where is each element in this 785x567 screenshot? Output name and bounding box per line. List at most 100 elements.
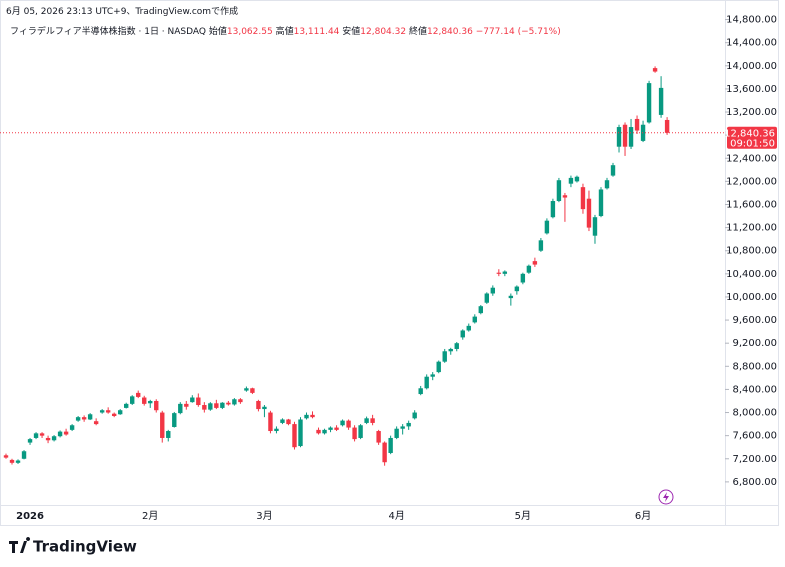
y-tick-label: 13,600.00 (726, 84, 777, 95)
candle-body (658, 87, 664, 115)
candle-body (3, 455, 9, 458)
candle-body (340, 420, 345, 426)
candle-body (430, 374, 435, 377)
candle-body (202, 405, 207, 410)
candle-body (9, 459, 15, 463)
y-tick-label: 6,800.00 (732, 477, 777, 488)
candle-body (598, 189, 604, 217)
candle-body (382, 442, 387, 463)
candle-body (586, 198, 592, 228)
candle-body (196, 397, 201, 406)
candle-body (136, 392, 141, 397)
countdown: 09:01:50 (730, 138, 775, 149)
candle-body (472, 316, 477, 323)
candle-body (268, 412, 273, 432)
candle-body (184, 403, 189, 407)
candle-body (376, 431, 381, 443)
candle-body (352, 427, 357, 440)
candle-body (57, 431, 63, 437)
candle-body (490, 287, 496, 294)
candle-body (502, 271, 508, 274)
brand-logo (9, 537, 31, 553)
ohlc-label: 安値 (342, 27, 361, 37)
candle-body (532, 261, 538, 265)
candle-body (304, 414, 309, 419)
candle-body (388, 437, 393, 453)
candle-body (370, 418, 375, 423)
candle-body (646, 83, 652, 123)
y-tick-label: 8,400.00 (732, 384, 777, 395)
candle-body (238, 399, 243, 403)
candle-body (226, 402, 231, 405)
y-tick-label: 10,800.00 (726, 246, 777, 257)
x-tick-label: 4月 (388, 510, 404, 522)
candle-body (220, 402, 225, 408)
candle-body (274, 428, 279, 432)
candle-body (292, 424, 297, 448)
price-tag (727, 126, 777, 149)
brand: TradingView (33, 538, 137, 556)
candle-body (550, 201, 556, 218)
candle-body (358, 425, 363, 438)
y-tick-label: 12,000.00 (726, 176, 777, 187)
y-tick-label: 9,600.00 (732, 315, 777, 326)
candle-body (39, 433, 45, 436)
candle-body (250, 388, 255, 393)
ohlc-value: 12,804.32 (360, 27, 407, 37)
frame (0, 0, 779, 526)
y-tick-label: 9,200.00 (732, 338, 777, 349)
candle-body (592, 217, 598, 236)
y-tick-label: 10,400.00 (726, 269, 777, 280)
candle-body (334, 427, 339, 430)
candle-body (622, 124, 628, 147)
candle-body (406, 422, 411, 427)
candle-body (418, 388, 423, 395)
x-tick-label: 3月 (256, 510, 272, 522)
candle-body (298, 419, 303, 447)
candle-body (664, 119, 670, 133)
candle-body (568, 177, 574, 184)
legend: フィラデルフィア半導体株指数 · 1日 · NASDAQ 始値13,062.55… (10, 24, 561, 37)
candle-body (190, 397, 195, 403)
candle-body (544, 220, 550, 234)
candle-body (130, 396, 135, 404)
y-tick-label: 11,600.00 (726, 199, 777, 210)
y-tick-label: 12,400.00 (726, 153, 777, 164)
candle-body (117, 410, 123, 415)
candle-body (172, 413, 177, 427)
candle-body (448, 348, 453, 352)
candle-body (628, 127, 634, 147)
candle-body (99, 410, 105, 413)
candle-body (105, 410, 111, 413)
timestamp: 6月 05, 2026 23:13 UTC+9、TradingView.comで… (6, 7, 239, 17)
candle-body (346, 420, 351, 428)
candle-body (478, 306, 483, 314)
candle-body (124, 403, 129, 408)
candle-body (538, 240, 544, 251)
candle-body (111, 413, 117, 417)
candle-body (232, 399, 237, 405)
candle-body (520, 273, 526, 283)
y-tick-label: 7,200.00 (732, 454, 777, 465)
candle-body (286, 419, 291, 425)
candle-body (21, 451, 27, 459)
candle-body (63, 431, 69, 435)
symbol: フィラデルフィア半導体株指数 · 1日 · NASDAQ (10, 27, 206, 37)
candle-body (640, 124, 646, 141)
ohlc-value: 12,840.36 (427, 27, 473, 37)
candle-body (610, 165, 616, 176)
candle-body (526, 265, 532, 273)
candle-body (394, 428, 399, 438)
candle-body (580, 187, 586, 210)
y-tick-label: 14,400.00 (726, 38, 777, 49)
x-tick-label: 2026 (16, 511, 44, 522)
candle-body (87, 414, 93, 420)
candle-body (81, 417, 87, 420)
candle-body (556, 180, 562, 202)
candle-body (208, 403, 213, 410)
candle-body (496, 272, 502, 274)
candle-body (15, 460, 21, 463)
candle-body (616, 127, 622, 147)
y-tick-label: 10,000.00 (726, 292, 777, 303)
